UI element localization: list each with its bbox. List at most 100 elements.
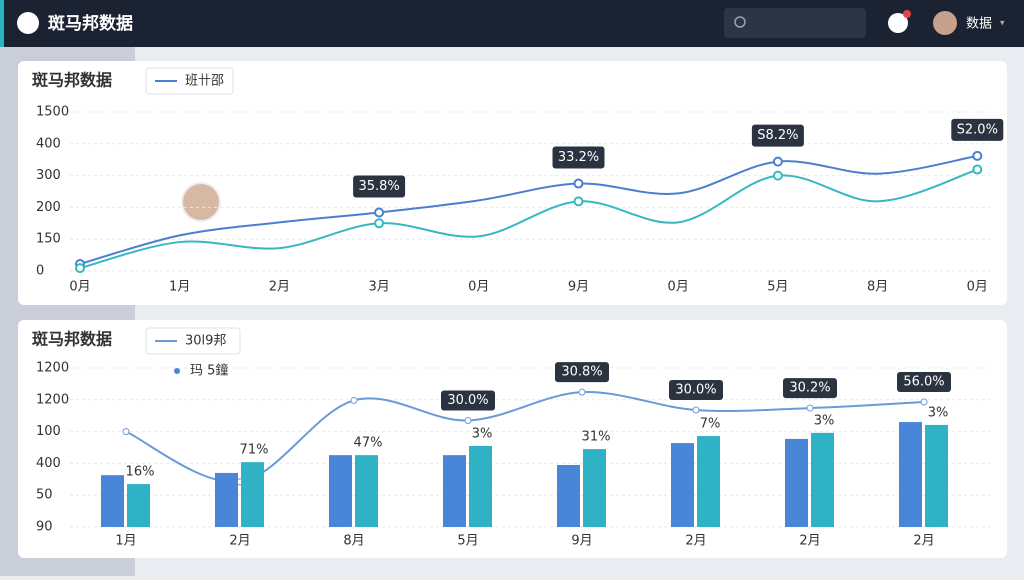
bar [469, 445, 492, 527]
panel [18, 61, 1007, 305]
point [464, 416, 472, 424]
point [374, 207, 385, 218]
user-name[interactable]: 数据 [966, 17, 992, 32]
bar [215, 472, 238, 527]
legend-dot [174, 368, 180, 374]
x-tick-label: 2月 [269, 280, 290, 295]
annotation: 33.2% [558, 150, 599, 165]
point [75, 263, 85, 274]
bar [241, 462, 264, 527]
badge: 30.2% [789, 381, 830, 396]
y-tick-label: 100 [36, 424, 61, 439]
badge: 30.0% [675, 382, 716, 397]
x-tick-label: 0月 [69, 280, 90, 295]
annotation-box [751, 124, 804, 147]
y-tick-label: 150 [36, 232, 61, 247]
point [920, 398, 928, 406]
bar [127, 484, 150, 527]
data-label: 7% [700, 417, 721, 432]
x-tick-label: 0月 [468, 280, 489, 295]
badge: 56.0% [903, 375, 944, 390]
badge: 30.0% [447, 393, 488, 408]
y-tick-label: 400 [36, 136, 61, 151]
y-tick-label: 1200 [36, 392, 69, 407]
legend-box [145, 327, 241, 355]
point [578, 388, 586, 396]
bar [899, 422, 922, 527]
logo [17, 12, 39, 34]
chart-title: 斑马邦数据 [32, 330, 112, 349]
y-tick-label: 1200 [36, 361, 69, 376]
x-tick-label: 2月 [685, 534, 706, 549]
badge-box [441, 390, 495, 411]
bar [557, 464, 580, 527]
point [122, 428, 130, 436]
bar [443, 455, 466, 527]
x-tick-label: 8月 [867, 280, 888, 295]
bar [101, 475, 124, 527]
point [772, 156, 783, 167]
y-tick-label: 50 [36, 488, 53, 503]
topbar [0, 0, 1024, 47]
accent [0, 0, 4, 47]
data-label: 31% [582, 430, 611, 445]
legend-label: 班卄邵 [185, 74, 224, 89]
x-tick-label: 2月 [229, 534, 250, 549]
data-label: 3% [472, 426, 493, 441]
x-tick-label: 8月 [343, 534, 364, 549]
avatar[interactable] [933, 11, 957, 35]
badge: 30.8% [561, 365, 602, 380]
badge-box [669, 379, 723, 400]
point [573, 196, 584, 207]
line [79, 154, 978, 265]
notify-icon[interactable] [888, 13, 908, 33]
legend-box [145, 67, 234, 95]
annotation-box [353, 175, 406, 198]
x-tick-label: 9月 [571, 534, 592, 549]
bar [329, 455, 352, 527]
legend-label: 30l9邦 [185, 334, 226, 349]
point [972, 164, 983, 175]
x-tick-label: 1月 [115, 534, 136, 549]
point [374, 218, 385, 229]
annotation: 35.8% [358, 179, 399, 194]
x-tick-label: 2月 [913, 534, 934, 549]
line [79, 168, 978, 270]
x-tick-label: 5月 [457, 534, 478, 549]
point [806, 404, 814, 412]
bar [583, 449, 606, 527]
bar [811, 432, 834, 527]
x-tick-label: 9月 [568, 280, 589, 295]
legend-label: 玛 5鐘 [190, 363, 228, 379]
y-tick-label: 400 [36, 456, 61, 471]
bar [785, 438, 808, 527]
point [772, 170, 783, 181]
search-box[interactable] [724, 8, 866, 38]
bar [925, 424, 948, 527]
x-tick-label: 0月 [967, 280, 988, 295]
data-label: 71% [240, 443, 269, 458]
x-tick-label: 1月 [169, 280, 190, 295]
badge-box [783, 378, 837, 399]
avatar-photo [181, 182, 221, 222]
y-tick-label: 200 [36, 200, 61, 215]
annotation-box [951, 118, 1004, 141]
annotation: S2.0% [957, 122, 998, 137]
data-label: 3% [928, 405, 949, 420]
x-tick-label: 2月 [799, 534, 820, 549]
caret: ▾ [1000, 19, 1005, 29]
point [350, 396, 358, 404]
y-tick-label: 1500 [36, 105, 69, 120]
y-tick-label: 90 [36, 520, 53, 535]
bar [697, 436, 720, 527]
annotation-box [552, 146, 605, 169]
data-label: 47% [354, 436, 383, 451]
annotation: S8.2% [757, 128, 798, 143]
point [573, 178, 584, 189]
badge-box [555, 362, 609, 383]
badge-box [897, 372, 951, 393]
search-icon [734, 16, 746, 28]
chart-title: 斑马邦数据 [32, 71, 112, 90]
